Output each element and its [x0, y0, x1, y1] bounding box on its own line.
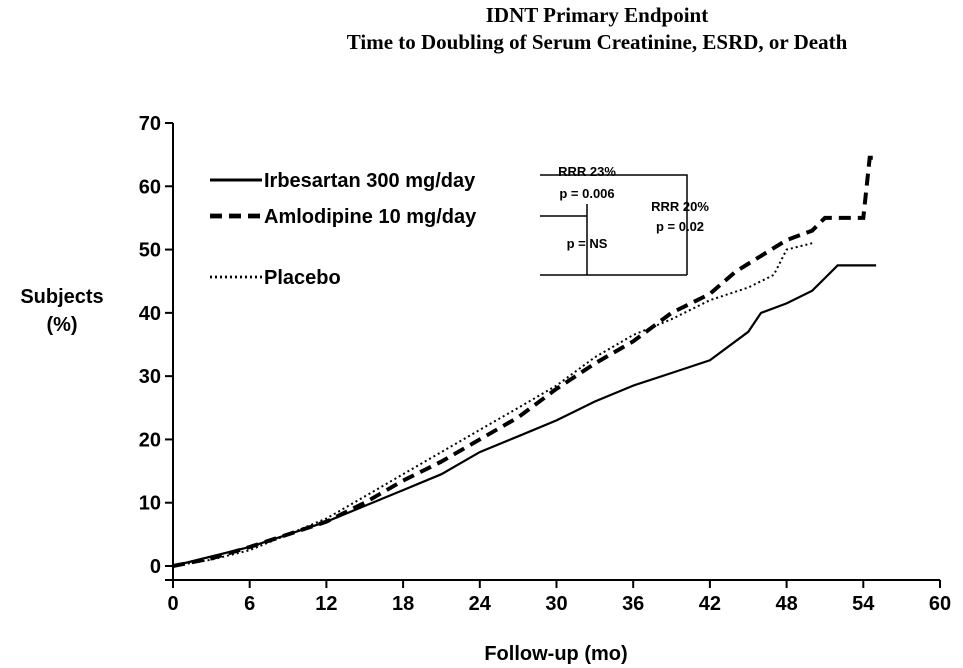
x-tick-label: 12 — [315, 593, 337, 615]
y-tick-label: 0 — [150, 556, 161, 578]
x-tick-label: 24 — [469, 593, 492, 615]
legend-label: Placebo — [264, 267, 341, 289]
chart-title: IDNT Primary Endpoint — [486, 3, 708, 27]
annotation: RRR 20% — [651, 199, 709, 214]
y-tick-label: 70 — [139, 113, 161, 135]
series-line — [172, 264, 877, 568]
y-tick-label: 20 — [139, 429, 161, 451]
x-tick-label: 60 — [929, 593, 951, 615]
x-tick-label: 30 — [545, 593, 567, 615]
x-tick-label: 18 — [392, 593, 414, 615]
series-line — [172, 242, 813, 567]
bracket — [540, 174, 688, 276]
y-tick-label: 50 — [139, 240, 161, 262]
chart-subtitle: Time to Doubling of Serum Creatinine, ES… — [347, 30, 848, 54]
annotation: RRR 23% — [558, 164, 616, 179]
annotation: p = 0.006 — [559, 186, 614, 201]
x-tick-label: 42 — [699, 593, 721, 615]
y-tick-label: 10 — [139, 493, 161, 515]
x-tick-label: 0 — [167, 593, 178, 615]
x-tick-label: 54 — [852, 593, 875, 615]
x-tick-label: 36 — [622, 593, 644, 615]
y-tick-label: 30 — [139, 366, 161, 388]
annotation: p = 0.02 — [656, 219, 704, 234]
y-axis-label: Subjects — [20, 286, 103, 308]
y-axis-label: (%) — [46, 314, 77, 336]
x-tick-label: 48 — [775, 593, 797, 615]
annotations: RRR 23% p = 0.006 p = NS RRR 20% p = 0.0… — [558, 164, 709, 251]
x-tick-label: 6 — [244, 593, 255, 615]
y-tick-label: 60 — [139, 176, 161, 198]
annotation: p = NS — [567, 236, 608, 251]
legend-label: Amlodipine 10 mg/day — [264, 206, 477, 228]
legend-label: Irbesartan 300 mg/day — [264, 170, 476, 192]
y-tick-label: 40 — [139, 303, 161, 325]
bracket-line — [540, 174, 688, 275]
x-axis-label: Follow-up (mo) — [484, 643, 627, 665]
